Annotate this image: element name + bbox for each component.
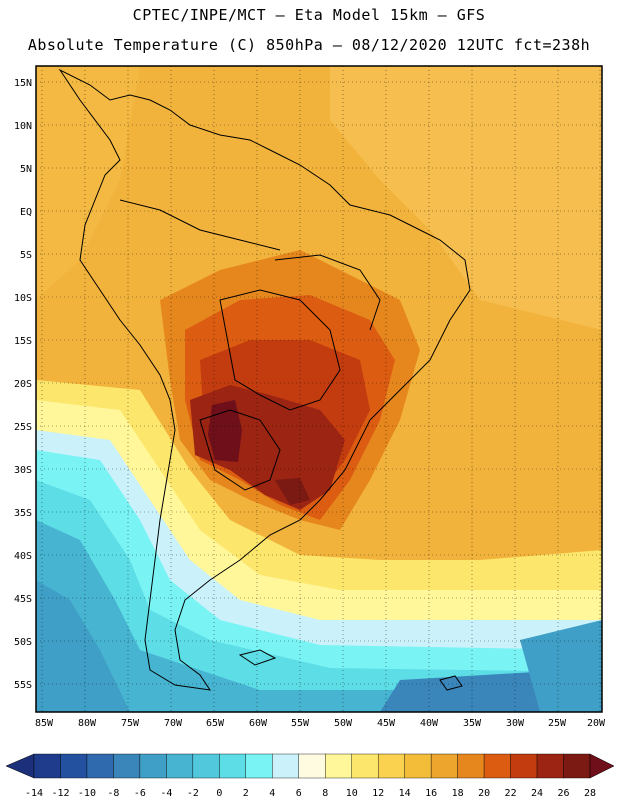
lon-label: 85W [35,718,54,729]
lat-label: 55S [14,680,32,691]
lon-label: 80W [78,718,97,729]
colorbar-swatch [139,753,167,779]
colorbar-swatch [298,753,326,779]
colorbar-label: 2 [243,788,249,799]
lat-label: EQ [20,207,32,218]
lat-label: 25S [14,422,32,433]
colorbar-swatch [377,753,405,779]
colorbar-label: 20 [478,788,490,799]
colorbar-label: 24 [531,788,543,799]
colorbar: -14 -12 -10 -8 -6 -4 -2 0 2 4 6 8 10 12 14 16 18 20 22 24 26… [5,753,615,799]
colorbar-swatch [245,753,273,779]
colorbar-label: 22 [505,788,517,799]
colorbar-swatch [563,753,591,779]
colorbar-label: 18 [452,788,464,799]
lat-label: 5S [20,250,32,261]
colorbar-label: -4 [160,788,172,799]
colorbar-label: -12 [51,788,69,799]
map-frame [35,65,603,713]
lon-label: 60W [249,718,268,729]
lat-label: 5N [20,164,32,175]
colorbar-over-triangle [589,753,615,779]
colorbar-label: -2 [187,788,199,799]
colorbar-swatch [483,753,511,779]
longitude-labels: 85W 80W 75W 70W 65W 60W 55W 50W 45W 40W … [35,718,606,729]
colorbar-label: 14 [399,788,411,799]
colorbar-label: 12 [372,788,384,799]
colorbar-swatch [272,753,299,779]
lat-label: 15N [14,78,32,89]
colorbar-label: -10 [78,788,96,799]
lon-label: 20W [587,718,606,729]
lon-label: 75W [121,718,140,729]
lat-label: 40S [14,551,32,562]
lat-label: 10N [14,121,32,132]
colorbar-swatch [113,753,141,779]
colorbar-swatch [86,753,114,779]
colorbar-swatch [60,753,88,779]
colorbar-label: 4 [269,788,275,799]
colorbar-swatch [166,753,194,779]
lat-label: 50S [14,637,32,648]
colorbar-swatch [510,753,538,779]
lon-label: 30W [506,718,525,729]
colorbar-label: -14 [25,788,43,799]
lat-label: 45S [14,594,32,605]
colorbar-label: 0 [216,788,222,799]
colorbar-swatch [219,753,247,779]
title-line-1: CPTEC/INPE/MCT – Eta Model 15km – GFS [132,6,486,24]
lat-label: 10S [14,293,32,304]
colorbar-swatch [192,753,220,779]
colorbar-swatch [404,753,432,779]
colorbar-label: 10 [346,788,358,799]
lon-label: 40W [420,718,439,729]
colorbar-label: 16 [425,788,437,799]
colorbar-label: 26 [558,788,570,799]
colorbar-swatch [33,753,61,779]
title-line-2: Absolute Temperature (C) 850hPa – 08/12/… [27,36,591,54]
colorbar-label: 6 [296,788,302,799]
lat-label: 35S [14,508,32,519]
lon-label: 25W [548,718,567,729]
lon-label: 55W [291,718,310,729]
colorbar-swatch [325,753,352,779]
lon-label: 45W [377,718,396,729]
lat-label: 30S [14,465,32,476]
colorbar-swatch [536,753,564,779]
latitude-labels: 15N 10N 5N EQ 5S 10S 15S 20S 25S 30S 35S… [14,78,32,691]
colorbar-label: 28 [584,788,596,799]
colorbar-label: -8 [107,788,119,799]
colorbar-label: -6 [134,788,146,799]
lon-label: 35W [463,718,482,729]
colorbar-swatch [351,753,379,779]
colorbar-under-triangle [5,753,35,779]
lon-label: 50W [334,718,353,729]
coastline [58,68,471,691]
temperature-field [36,66,602,712]
lon-label: 70W [164,718,183,729]
lon-label: 65W [206,718,225,729]
colorbar-swatch [457,753,485,779]
lat-label: 15S [14,336,32,347]
colorbar-swatch [430,753,458,779]
lat-label: 20S [14,379,32,390]
colorbar-label: 8 [322,788,328,799]
